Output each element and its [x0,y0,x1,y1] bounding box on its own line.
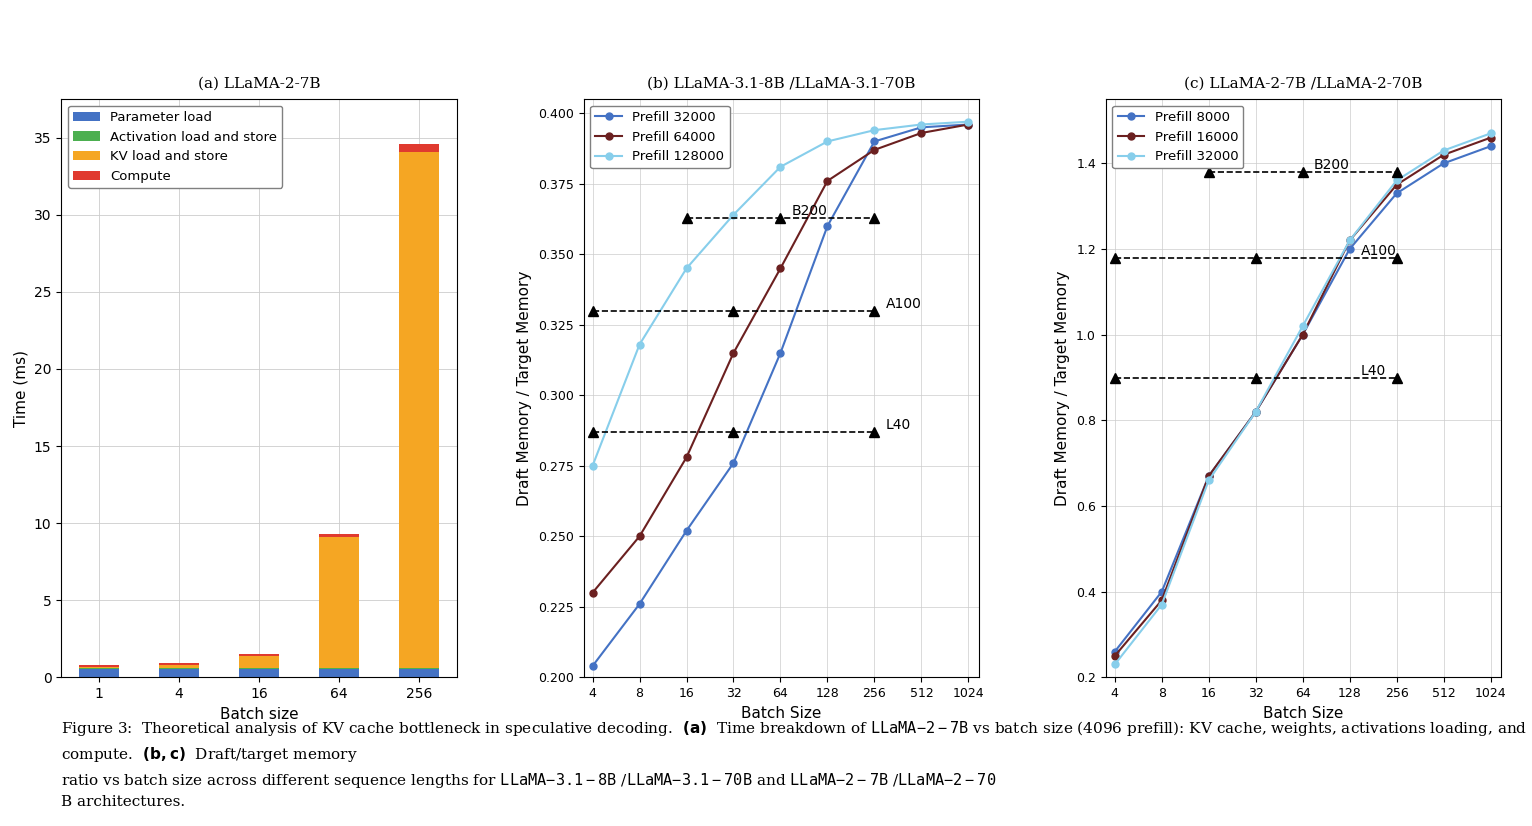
Prefill 64000 [912,128,930,138]
Bar [239,654,279,656]
Prefill 32000 [866,136,884,146]
Bar [239,669,279,677]
Prefill 64000 [630,531,648,541]
Prefill 16000 [1434,150,1452,159]
Prefill 32000 [584,661,602,671]
Text: Figure 3:  Theoretical analysis of KV cache bottleneck in speculative decoding. : Figure 3: Theoretical analysis of KV cac… [61,719,1527,809]
Prefill 8000 [1200,471,1218,481]
Title: (c) LLaMA-2-7B /LLaMA-2-70B: (c) LLaMA-2-7B /LLaMA-2-70B [1184,77,1423,91]
Prefill 16000 [1200,471,1218,481]
Prefill 128000 [959,116,977,126]
Prefill 64000 [677,453,696,463]
Prefill 64000 [771,263,789,273]
Prefill 32000 [1106,659,1124,669]
Prefill 32000 [1481,128,1500,138]
Prefill 32000 [912,122,930,132]
Prefill 128000 [818,136,836,146]
Prefill 128000 [584,461,602,471]
Prefill 32000 [818,221,836,231]
Prefill 8000 [1247,407,1265,417]
Prefill 32000 [771,348,789,358]
Prefill 64000 [584,588,602,598]
Prefill 32000 [677,525,696,535]
Prefill 16000 [1247,407,1265,417]
Text: L40: L40 [885,418,912,432]
Prefill 8000 [1106,647,1124,657]
Prefill 64000 [959,120,977,130]
Prefill 32000 [1247,407,1265,417]
Bar [398,151,440,668]
Prefill 128000 [771,162,789,172]
Text: B200: B200 [1314,158,1350,172]
Prefill 8000 [1152,586,1170,596]
Prefill 16000 [1293,330,1311,339]
Text: A100: A100 [1360,244,1397,258]
Prefill 128000 [866,126,884,135]
Bar [80,669,119,677]
Bar [319,534,358,537]
Prefill 16000 [1388,180,1406,190]
Prefill 8000 [1388,188,1406,198]
Prefill 32000 [1200,475,1218,485]
X-axis label: Batch size: Batch size [219,706,299,722]
Prefill 16000 [1106,651,1124,661]
Legend: Parameter load, Activation load and store, KV load and store, Compute: Parameter load, Activation load and stor… [67,106,282,188]
X-axis label: Batch Size: Batch Size [1264,705,1344,720]
Prefill 64000 [818,176,836,186]
Legend: Prefill 8000, Prefill 16000, Prefill 32000: Prefill 8000, Prefill 16000, Prefill 320… [1112,106,1244,169]
Prefill 32000 [1388,176,1406,186]
X-axis label: Batch Size: Batch Size [741,705,821,720]
Prefill 32000 [1152,600,1170,610]
Bar [398,144,440,151]
Line: Prefill 64000: Prefill 64000 [590,121,971,596]
Bar [159,669,199,677]
Prefill 128000 [912,120,930,130]
Prefill 8000 [1293,330,1311,339]
Bar [239,656,279,668]
Prefill 16000 [1340,235,1359,245]
Prefill 8000 [1434,159,1452,169]
Line: Prefill 128000: Prefill 128000 [590,118,971,469]
Prefill 8000 [1340,244,1359,254]
Title: (b) LLaMA-3.1-8B /LLaMA-3.1-70B: (b) LLaMA-3.1-8B /LLaMA-3.1-70B [647,77,916,91]
Prefill 128000 [677,263,696,273]
Title: (a) LLaMA-2-7B: (a) LLaMA-2-7B [198,77,320,91]
Y-axis label: Time (ms): Time (ms) [14,349,29,427]
Prefill 32000 [725,458,743,468]
Prefill 16000 [1152,596,1170,605]
Line: Prefill 16000: Prefill 16000 [1111,134,1494,659]
Text: L40: L40 [1360,363,1386,377]
Prefill 64000 [725,348,743,358]
Prefill 64000 [866,145,884,154]
Prefill 8000 [1481,141,1500,151]
Prefill 128000 [725,210,743,220]
Legend: Prefill 32000, Prefill 64000, Prefill 128000: Prefill 32000, Prefill 64000, Prefill 12… [590,106,729,169]
Text: B200: B200 [792,204,827,218]
Line: Prefill 32000: Prefill 32000 [590,121,971,670]
Bar [80,667,119,668]
Text: A100: A100 [885,297,921,311]
Prefill 16000 [1481,133,1500,143]
Bar [159,663,199,665]
Bar [159,665,199,668]
Prefill 128000 [630,339,648,349]
Bar [319,669,358,677]
Prefill 32000 [959,120,977,130]
Prefill 32000 [1434,145,1452,155]
Line: Prefill 8000: Prefill 8000 [1111,143,1494,655]
Prefill 32000 [1340,235,1359,245]
Y-axis label: Draft Memory / Target Memory: Draft Memory / Target Memory [518,271,532,506]
Line: Prefill 32000: Prefill 32000 [1111,130,1494,668]
Bar [319,537,358,668]
Bar [80,665,119,667]
Prefill 32000 [630,599,648,609]
Prefill 32000 [1293,321,1311,331]
Y-axis label: Draft Memory / Target Memory: Draft Memory / Target Memory [1056,271,1071,506]
Bar [398,669,440,677]
